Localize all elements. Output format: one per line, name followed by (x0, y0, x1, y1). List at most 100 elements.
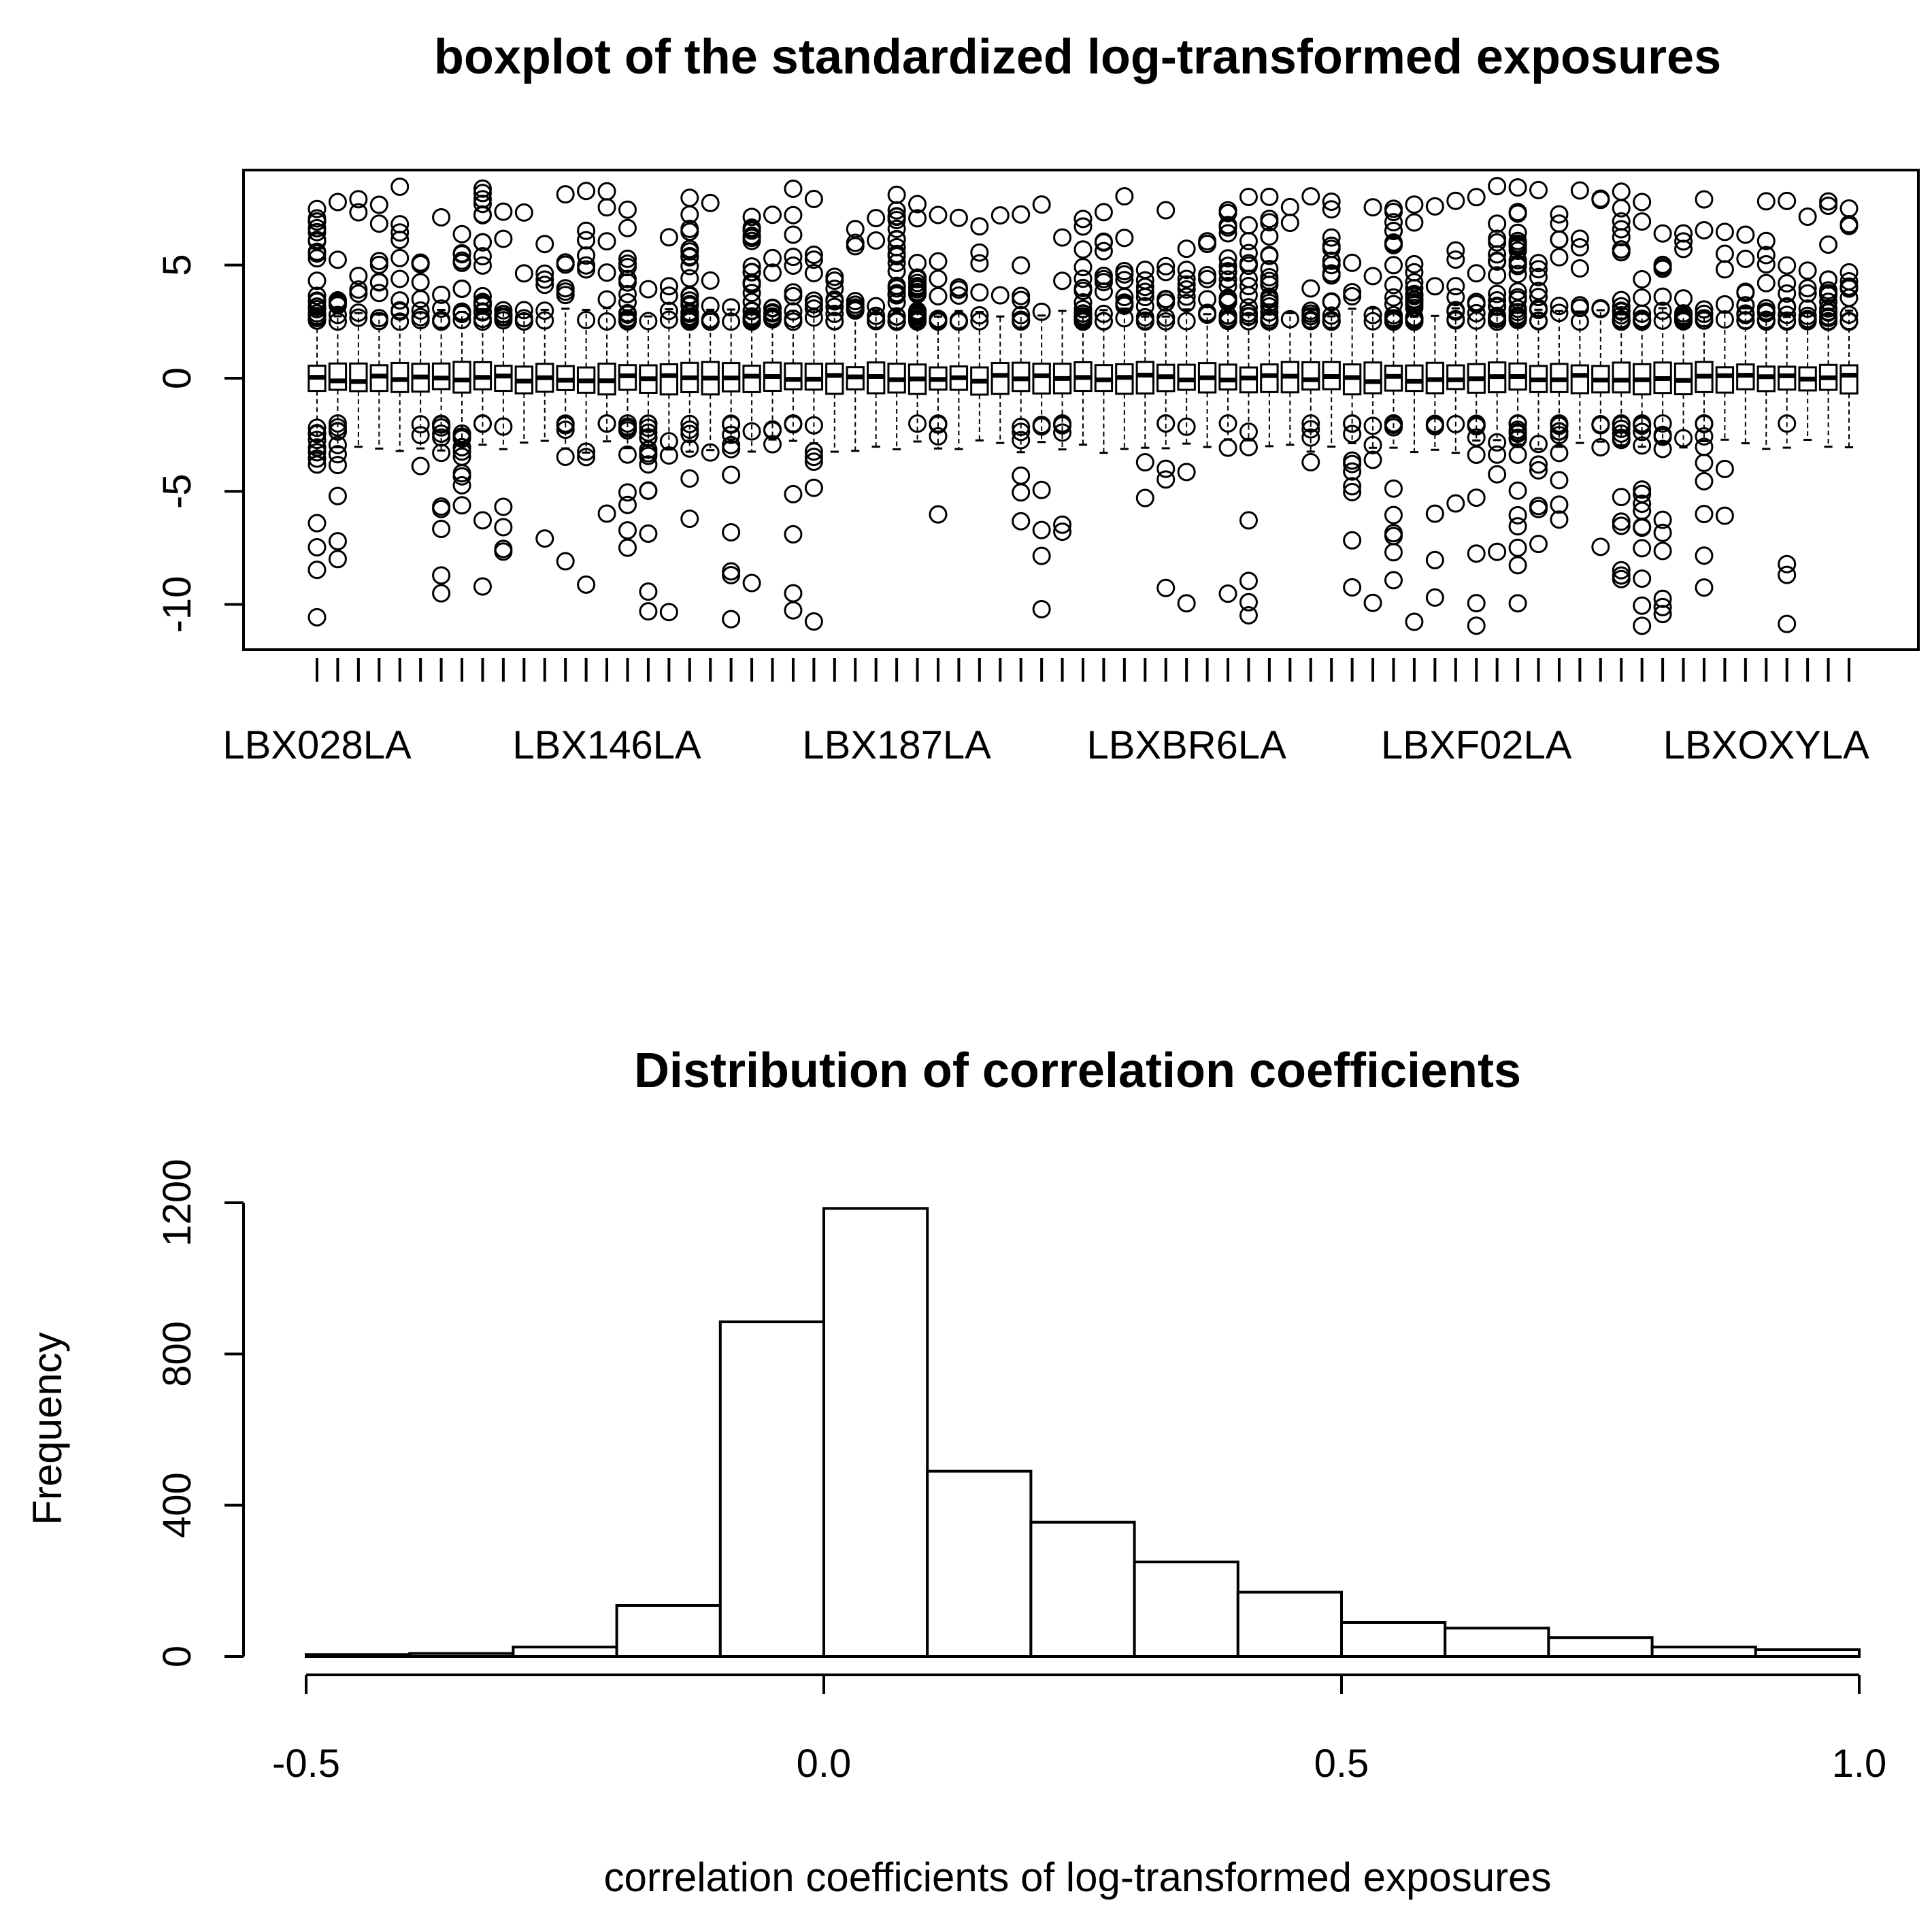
outlier-point (1736, 225, 1755, 244)
outlier-point (1633, 310, 1652, 329)
outlier-point (1218, 203, 1237, 222)
outlier-point (369, 252, 388, 271)
outlier-point (390, 302, 410, 321)
outlier-point (742, 573, 761, 593)
outlier-point (1756, 231, 1776, 250)
outlier-point (1135, 282, 1154, 301)
outlier-point (556, 448, 575, 467)
box (328, 362, 348, 391)
outlier-point (1612, 424, 1631, 443)
outlier-point (328, 291, 347, 310)
box-item (411, 253, 430, 476)
outlier-point (1529, 535, 1548, 554)
box-item (1405, 195, 1424, 631)
outlier-point (825, 279, 844, 298)
outlier-point (514, 312, 533, 331)
box (1177, 363, 1196, 391)
outlier-point (908, 268, 927, 287)
outlier-point (1363, 416, 1382, 435)
outlier-point (867, 297, 886, 316)
outlier-point (1508, 204, 1527, 223)
box-item (701, 193, 720, 462)
outlier-point (494, 301, 513, 320)
boxplot-frame (242, 169, 1920, 651)
outlier-point (784, 286, 803, 305)
outlier-point (1736, 282, 1755, 301)
outlier-point (1239, 593, 1258, 612)
outlier-point (1488, 214, 1507, 233)
outlier-point (1384, 203, 1403, 222)
box-item (1012, 205, 1031, 531)
outlier-point (680, 469, 699, 488)
outlier-point (452, 424, 471, 443)
outlier-point (1032, 520, 1051, 539)
outlier-point (1094, 242, 1113, 261)
outlier-point (1073, 282, 1093, 301)
outlier-point (1778, 256, 1797, 275)
outlier-point (1633, 517, 1652, 536)
outlier-point (1446, 191, 1465, 210)
outlier-point (742, 207, 761, 227)
outlier-point (804, 452, 823, 471)
outlier-point (1446, 494, 1465, 513)
outlier-point (1488, 245, 1507, 264)
box-item (1839, 199, 1859, 449)
outlier-point (1839, 312, 1859, 331)
outlier-point (452, 442, 471, 461)
outlier-point (929, 205, 948, 224)
outlier-point (825, 312, 844, 331)
outlier-point (1488, 177, 1507, 196)
outlier-point (1570, 237, 1589, 256)
outlier-point (1633, 270, 1652, 289)
outlier-point (1239, 244, 1258, 263)
outlier-point (1467, 428, 1486, 447)
outlier-point (1301, 428, 1320, 447)
outlier-point (887, 307, 906, 326)
outlier-point (1736, 250, 1755, 269)
outlier-point (1012, 312, 1031, 331)
box-item (949, 208, 969, 450)
outlier-point (1177, 280, 1196, 299)
outlier-point (1550, 471, 1569, 490)
outlier-point (452, 437, 471, 456)
outlier-point (1239, 605, 1258, 625)
outlier-point (328, 435, 347, 454)
outlier-point (577, 246, 596, 265)
outlier-point (473, 511, 492, 530)
outlier-point (784, 584, 803, 603)
outlier-point (1156, 459, 1176, 478)
box-item (907, 195, 927, 443)
outlier-point (307, 311, 327, 330)
histogram-bar (926, 1469, 1033, 1658)
outlier-point (1405, 295, 1424, 314)
outlier-point (452, 279, 471, 298)
outlier-point (1156, 290, 1176, 309)
x-category-label: LBXOXYLA (1663, 723, 1869, 767)
outlier-point (887, 237, 906, 256)
boxplot-boxes (307, 177, 1859, 635)
box (349, 362, 368, 393)
outlier-point (1633, 304, 1652, 323)
outlier-point (473, 256, 492, 275)
outlier-point (1384, 256, 1403, 275)
outlier-point (1508, 556, 1527, 575)
outlier-point (1260, 213, 1279, 232)
outlier-point (1218, 263, 1237, 282)
outlier-point (1343, 424, 1362, 444)
outlier-point (1778, 554, 1797, 573)
outlier-point (1322, 251, 1341, 270)
box-item (1032, 195, 1051, 618)
outlier-point (307, 244, 327, 263)
outlier-point (1239, 312, 1258, 331)
box-item (1550, 205, 1569, 529)
boxplot-y-axis: 5 0 -5 -10 (155, 254, 244, 633)
outlier-point (1508, 178, 1527, 197)
outlier-point (618, 284, 637, 303)
outlier-point (1467, 445, 1486, 464)
outlier-point (1384, 288, 1403, 307)
outlier-point (804, 250, 823, 269)
outlier-point (701, 271, 720, 290)
outlier-point (307, 291, 327, 310)
outlier-point (1239, 571, 1258, 590)
box (1612, 361, 1631, 394)
